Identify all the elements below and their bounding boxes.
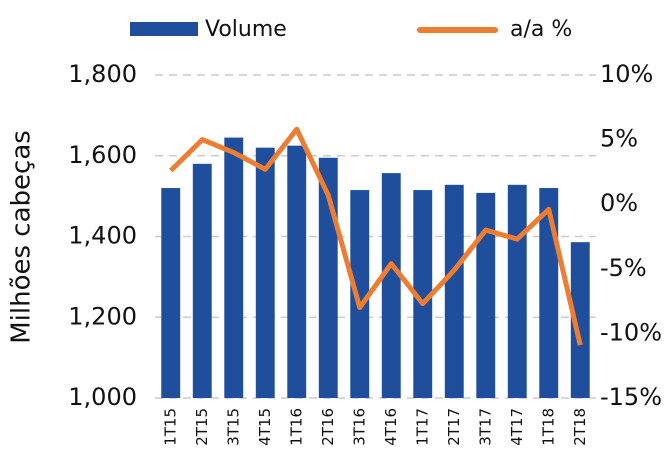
x-tick-label: 3T15: [224, 408, 242, 446]
y-tick-label: 1,200: [68, 302, 137, 330]
bar: [507, 184, 527, 398]
x-tick-label: 2T17: [445, 408, 463, 446]
bar: [224, 137, 244, 399]
legend-label: a/a %: [510, 17, 572, 42]
bar: [287, 145, 307, 398]
bar: [570, 242, 590, 398]
legend-swatch: [130, 22, 198, 36]
bar: [161, 188, 181, 398]
x-tick-label: 4T16: [382, 408, 400, 446]
bar: [192, 163, 212, 398]
x-tick-label: 1T18: [539, 408, 557, 446]
y2-tick-label: 5%: [600, 125, 638, 153]
x-tick-label: 2T18: [571, 408, 589, 446]
x-tick-label: 3T17: [476, 408, 494, 446]
bar: [350, 190, 370, 398]
x-tick-label: 1T16: [287, 408, 305, 446]
x-tick-label: 2T16: [319, 408, 337, 446]
x-tick-label: 4T17: [508, 408, 526, 446]
bar: [413, 190, 433, 398]
legend-label: Volume: [205, 17, 287, 42]
y2-tick-label: -15%: [600, 383, 662, 411]
y-tick-label: 1,000: [68, 383, 137, 411]
x-tick-label: 3T16: [350, 408, 368, 446]
y2-tick-label: 0%: [600, 189, 638, 217]
y-tick-label: 1,600: [68, 141, 137, 169]
bar: [476, 192, 496, 398]
bar: [381, 173, 401, 398]
y-axis-label: Milhões cabeças: [7, 130, 37, 344]
line: [168, 126, 583, 346]
bar: [444, 184, 464, 398]
y-tick-label: 1,400: [68, 222, 137, 250]
bar: [255, 147, 275, 398]
x-tick-label: 2T15: [193, 408, 211, 446]
y2-tick-label: -5%: [600, 254, 647, 282]
x-tick-label: 1T15: [161, 408, 179, 446]
y2-tick-label: 10%: [600, 60, 653, 88]
y-tick-label: 1,800: [68, 60, 137, 88]
x-tick-label: 4T15: [256, 408, 274, 446]
x-tick-label: 1T17: [413, 408, 431, 446]
y2-tick-label: -10%: [600, 318, 662, 346]
